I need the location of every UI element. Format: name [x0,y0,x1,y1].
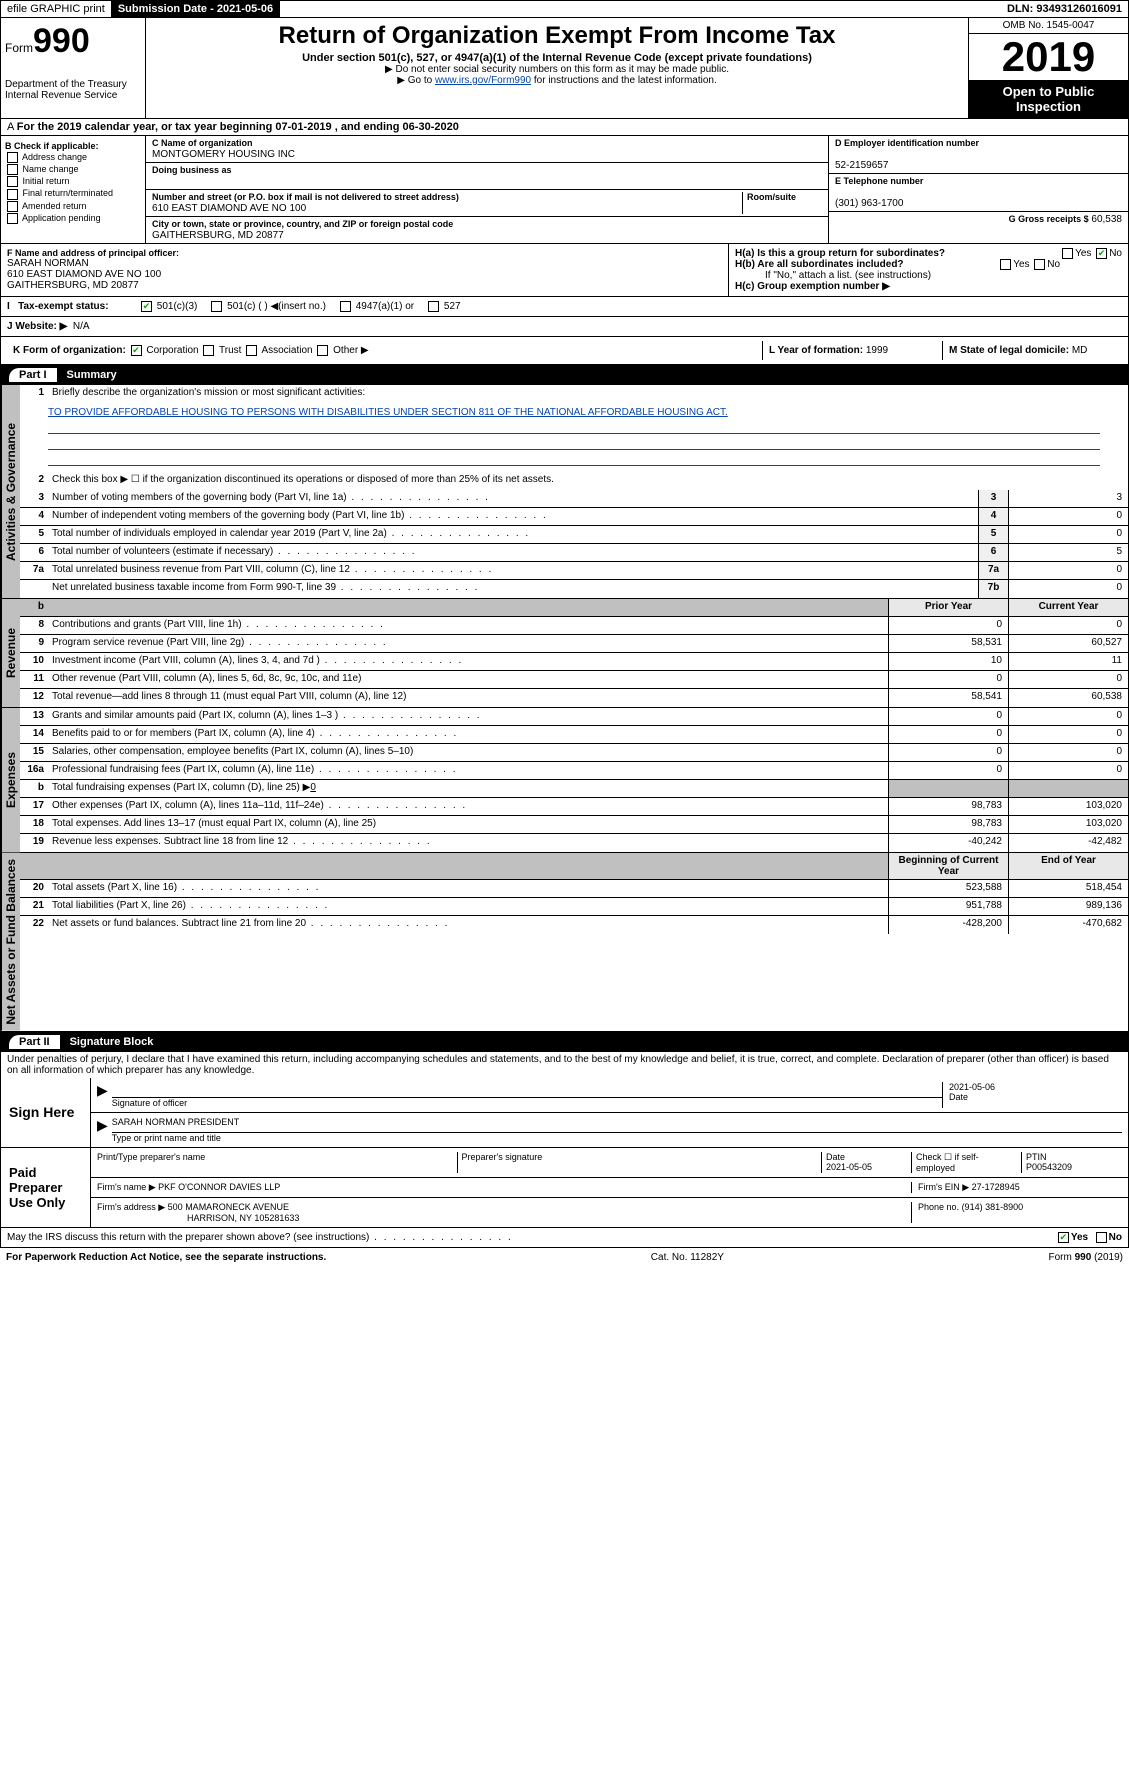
officer-sig-name: SARAH NORMAN PRESIDENT [112,1117,240,1127]
org-name: MONTGOMERY HOUSING INC [152,149,295,160]
top-bar: efile GRAPHIC print Submission Date - 20… [0,0,1129,18]
dept-label: Department of the Treasury [5,79,141,90]
omb-number: OMB No. 1545-0047 [969,18,1128,34]
form-header: Form990 Department of the Treasury Inter… [0,18,1129,119]
tab-expenses: Expenses [1,708,20,852]
gross-receipts: 60,538 [1091,214,1122,225]
paid-preparer-label: Paid Preparer Use Only [1,1148,91,1227]
ptin: P00543209 [1026,1162,1072,1172]
mission-text: TO PROVIDE AFFORDABLE HOUSING TO PERSONS… [48,407,728,418]
dln: DLN: 93493126016091 [1001,1,1128,17]
website: N/A [73,321,90,332]
tax-period: A For the 2019 calendar year, or tax yea… [1,119,465,135]
form-number: 990 [33,22,90,60]
irs-link[interactable]: www.irs.gov/Form990 [435,75,531,86]
efile-label[interactable]: efile GRAPHIC print [1,1,112,17]
firm-name: PKF O'CONNOR DAVIES LLP [158,1182,280,1192]
part2-header: Part IISignature Block [0,1032,1129,1052]
submission-date: Submission Date - 2021-05-06 [112,1,280,17]
part1-header: Part ISummary [0,365,1129,385]
form-label: Form [5,41,33,55]
block-b-title: B Check if applicable: [5,141,141,151]
tab-net-assets: Net Assets or Fund Balances [1,853,20,1031]
tab-revenue: Revenue [1,599,20,707]
tax-year: 2019 [969,34,1128,80]
tab-governance: Activities & Governance [1,385,20,598]
phone: (301) 963-1700 [835,198,903,209]
ein: 52-2159657 [835,160,888,171]
form-title: Return of Organization Exempt From Incom… [154,22,960,50]
officer-name: SARAH NORMAN [7,258,722,269]
tax-status-row: I Tax-exempt status: 501(c)(3) 501(c) ( … [0,297,1129,317]
open-inspection: Open to Public Inspection [969,80,1128,118]
perjury-text: Under penalties of perjury, I declare th… [0,1052,1129,1078]
sign-here-label: Sign Here [1,1078,91,1147]
footer: For Paperwork Reduction Act Notice, see … [0,1247,1129,1267]
irs-label: Internal Revenue Service [5,90,141,101]
org-address: 610 EAST DIAMOND AVE NO 100 [152,203,306,214]
entity-block: B Check if applicable: Address change Na… [0,136,1129,244]
form-subtitle: Under section 501(c), 527, or 4947(a)(1)… [154,52,960,64]
note-ssn: ▶ Do not enter social security numbers o… [154,64,960,75]
org-city: GAITHERSBURG, MD 20877 [152,230,284,241]
